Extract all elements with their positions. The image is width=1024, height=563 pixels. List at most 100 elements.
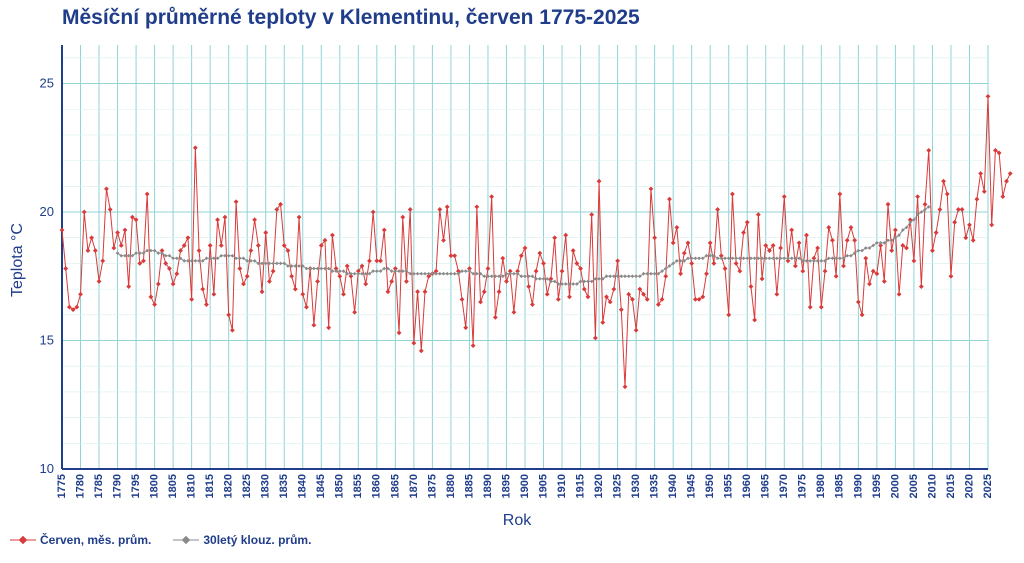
moving-avg-point-1801 [156,251,161,255]
moving-avg-point-1838 [293,264,298,268]
moving-avg-point-1975 [800,259,805,263]
monthly-point-1995 [874,271,880,277]
monthly-point-1908 [552,235,558,241]
monthly-point-1824 [241,281,246,287]
moving-avg-point-1792 [123,253,127,258]
moving-avg-point-1804 [167,253,172,258]
monthly-point-1939 [667,196,672,202]
monthly-point-1825 [244,273,250,279]
x-tick-label-1865: 1865 [389,474,401,498]
moving-avg-point-1824 [241,256,246,261]
x-tick-label-1985: 1985 [834,474,846,498]
moving-avg-line [117,206,930,285]
moving-avg-point-1855 [356,271,361,276]
monthly-point-1826 [248,248,254,253]
monthly-point-1900 [522,245,528,251]
monthly-point-1968 [774,291,780,297]
monthly-point-1792 [122,227,128,233]
moving-avg-point-1948 [700,256,705,261]
monthly-point-1823 [237,266,243,271]
monthly-point-1928 [626,291,632,297]
moving-avg-point-1956 [730,256,735,261]
monthly-point-1921 [600,320,606,325]
moving-avg-point-1963 [756,256,761,261]
x-tick-label-1785: 1785 [93,474,105,498]
monthly-point-1970 [781,194,787,200]
moving-avg-point-1934 [649,271,653,276]
monthly-point-1880 [448,253,454,259]
monthly-point-2008 [922,201,928,207]
moving-avg-point-1856 [360,271,364,276]
moving-avg-point-1893 [497,274,501,279]
monthly-point-1916 [581,286,587,292]
moving-avg-point-1891 [489,274,494,279]
monthly-point-1911 [563,232,569,238]
x-tick-label-1915: 1915 [574,474,586,498]
moving-avg-point-1947 [697,256,701,261]
x-tick-label-2015: 2015 [945,474,957,498]
moving-avg-point-1794 [130,253,135,258]
moving-avg-point-1862 [382,266,387,271]
moving-avg-point-1960 [745,256,750,261]
moving-avg-point-1923 [608,274,613,279]
moving-avg-point-1962 [752,256,757,261]
moving-avg-point-1827 [252,259,257,263]
moving-avg-point-1974 [797,256,801,261]
monthly-point-1857 [363,281,369,287]
monthly-point-1812 [196,248,202,253]
moving-avg-point-1853 [349,271,353,276]
moving-avg-point-1902 [530,274,535,279]
legend-label-monthly: Červen, měs. prům. [40,533,152,547]
moving-avg-point-1834 [278,261,283,266]
moving-avg-point-1979 [815,259,820,263]
moving-avg-point-1842 [308,266,313,271]
moving-avg-point-1986 [841,256,846,261]
monthly-point-2015 [948,273,954,279]
x-tick-label-1840: 1840 [297,474,309,498]
monthly-point-1943 [681,250,687,256]
monthly-point-1867 [400,214,406,220]
x-tick-label-1835: 1835 [278,474,290,498]
monthly-point-1984 [833,273,839,279]
x-tick-label-1910: 1910 [556,474,568,498]
moving-avg-point-1814 [204,256,209,261]
x-tick-label-1875: 1875 [426,474,438,498]
moving-avg-point-1818 [219,253,224,258]
monthly-point-1987 [844,237,850,243]
monthly-point-1890 [485,266,491,271]
monthly-point-1950 [707,240,713,246]
moving-avg-point-1878 [441,271,446,276]
moving-avg-point-1806 [174,256,179,261]
monthly-point-1795 [133,217,139,223]
moving-avg-point-1996 [878,241,883,245]
x-tick-label-1810: 1810 [186,474,198,498]
monthly-point-1809 [185,235,191,241]
moving-avg-point-1904 [537,277,542,281]
moving-avg-point-1899 [519,274,524,279]
moving-avg-point-1945 [689,256,694,261]
chart-title: Měsíční průměrné teploty v Klementinu, č… [62,6,640,29]
x-tick-label-1815: 1815 [204,474,216,498]
monthly-point-1981 [822,268,828,274]
grid-lines [61,45,989,470]
x-tick-label-1950: 1950 [704,474,716,498]
monthly-point-1888 [478,299,483,305]
moving-avg-point-1889 [482,274,487,279]
moving-avg-point-1896 [508,271,513,276]
monthly-point-1788 [107,207,113,212]
moving-avg-point-1953 [719,256,724,261]
monthly-point-1977 [807,304,813,310]
moving-avg-point-1847 [326,266,331,271]
moving-avg-point-1811 [193,259,198,263]
monthly-point-2025 [985,93,991,99]
monthly-point-1876 [433,268,439,274]
moving-avg-point-1955 [726,256,731,261]
monthly-point-1805 [170,281,176,287]
moving-avg-point-1807 [178,256,183,261]
x-tick-label-1895: 1895 [500,474,512,498]
monthly-point-2013 [941,178,946,184]
moving-avg-point-1980 [819,259,824,263]
moving-avg-point-1906 [545,277,550,281]
moving-avg-point-1997 [882,241,887,245]
monthly-point-1851 [341,291,346,297]
